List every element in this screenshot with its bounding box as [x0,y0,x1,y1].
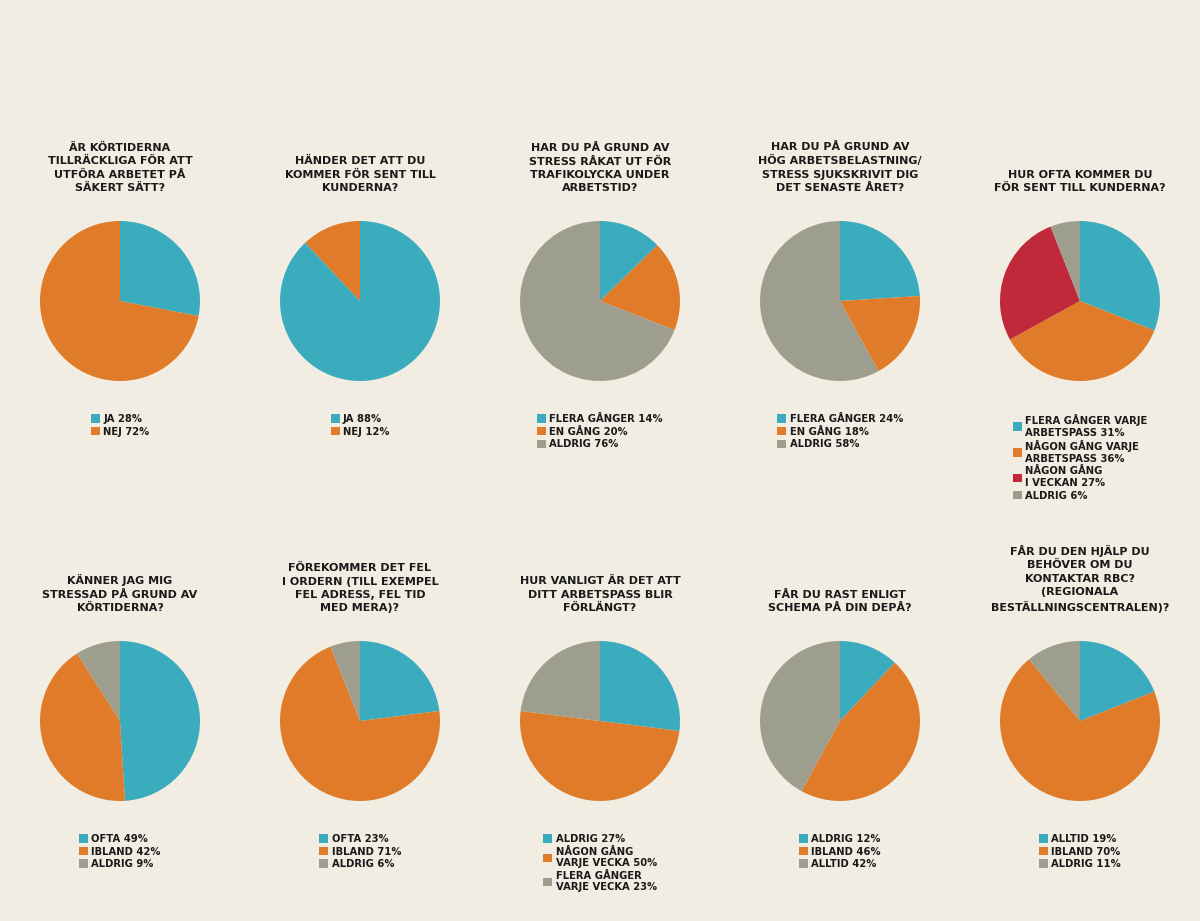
Text: ÄR KÖRTIDERNA
TILLRÄCKLIGA FÖR ATT
UTFÖRA ARBETET PÅ
SÄKERT SÄTT?: ÄR KÖRTIDERNA TILLRÄCKLIGA FÖR ATT UTFÖR… [48,143,192,193]
Wedge shape [305,221,360,301]
Wedge shape [1080,641,1154,721]
Text: HÄNDER DET ATT DU
KOMMER FÖR SENT TILL
KUNDERNA?: HÄNDER DET ATT DU KOMMER FÖR SENT TILL K… [284,157,436,193]
Wedge shape [120,641,200,801]
Legend: FLERA GÅNGER 14%, EN GÅNG 20%, ALDRIG 76%: FLERA GÅNGER 14%, EN GÅNG 20%, ALDRIG 76… [536,414,664,449]
Wedge shape [1030,641,1080,721]
Text: FÖREKOMMER DET FEL
I ORDERN (TILL EXEMPEL
FEL ADRESS, FEL TID
MED MERA)?: FÖREKOMMER DET FEL I ORDERN (TILL EXEMPE… [282,564,438,613]
Wedge shape [600,641,680,731]
Legend: FLERA GÅNGER VARJE
ARBETSPASS 31%, NÅGON GÅNG VARJE
ARBETSPASS 36%, NÅGON GÅNG
I: FLERA GÅNGER VARJE ARBETSPASS 31%, NÅGON… [1013,414,1147,500]
Wedge shape [840,641,895,721]
Legend: ALDRIG 27%, NÅGON GÅNG
VARJE VECKA 50%, FLERA GÅNGER
VARJE VECKA 23%: ALDRIG 27%, NÅGON GÅNG VARJE VECKA 50%, … [544,834,656,892]
Text: HUR VANLIGT ÄR DET ATT
DITT ARBETSPASS BLIR
FÖRLÄNGT?: HUR VANLIGT ÄR DET ATT DITT ARBETSPASS B… [520,577,680,613]
Wedge shape [1000,227,1080,340]
Wedge shape [280,647,440,801]
Text: HAR DU PÅ GRUND AV
STRESS RÅKAT UT FÖR
TRAFIKOLYCKA UNDER
ARBETSTID?: HAR DU PÅ GRUND AV STRESS RÅKAT UT FÖR T… [529,143,671,193]
Wedge shape [40,221,198,381]
Legend: ALDRIG 12%, IBLAND 46%, ALLTID 42%: ALDRIG 12%, IBLAND 46%, ALLTID 42% [799,834,881,869]
Wedge shape [77,641,120,721]
Legend: JA 88%, NEJ 12%: JA 88%, NEJ 12% [330,414,390,437]
Wedge shape [360,641,439,721]
Text: HAR DU PÅ GRUND AV
HÖG ARBETSBELASTNING/
STRESS SJUKSKRIVIT DIG
DET SENASTE ÅRET: HAR DU PÅ GRUND AV HÖG ARBETSBELASTNING/… [758,142,922,193]
Wedge shape [802,663,920,801]
Wedge shape [1050,221,1080,301]
Legend: FLERA GÅNGER 24%, EN GÅNG 18%, ALDRIG 58%: FLERA GÅNGER 24%, EN GÅNG 18%, ALDRIG 58… [778,414,902,449]
Wedge shape [1080,221,1160,331]
Wedge shape [600,221,658,301]
Wedge shape [40,654,125,801]
Legend: OFTA 49%, IBLAND 42%, ALDRIG 9%: OFTA 49%, IBLAND 42%, ALDRIG 9% [79,834,161,869]
Legend: JA 28%, NEJ 72%: JA 28%, NEJ 72% [91,414,149,437]
Wedge shape [840,296,920,371]
Wedge shape [520,221,674,381]
Wedge shape [120,221,200,316]
Wedge shape [760,221,878,381]
Wedge shape [1000,659,1160,801]
Wedge shape [760,641,840,791]
Wedge shape [521,641,600,721]
Text: FÅR DU DEN HJÄLP DU
BEHÖVER OM DU
KONTAKTAR RBC?
(REGIONALA
BESTÄLLNINGSCENTRALE: FÅR DU DEN HJÄLP DU BEHÖVER OM DU KONTAK… [991,545,1169,613]
Wedge shape [330,641,360,721]
Text: KÄNNER JAG MIG
STRESSAD PÅ GRUND AV
KÖRTIDERNA?: KÄNNER JAG MIG STRESSAD PÅ GRUND AV KÖRT… [42,575,198,613]
Wedge shape [600,245,680,330]
Wedge shape [280,221,440,381]
Wedge shape [1010,301,1154,381]
Text: FÅR DU RAST ENLIGT
SCHEMA PÅ DIN DEPÅ?: FÅR DU RAST ENLIGT SCHEMA PÅ DIN DEPÅ? [768,589,912,613]
Legend: ALLTID 19%, IBLAND 70%, ALDRIG 11%: ALLTID 19%, IBLAND 70%, ALDRIG 11% [1039,834,1121,869]
Legend: OFTA 23%, IBLAND 71%, ALDRIG 6%: OFTA 23%, IBLAND 71%, ALDRIG 6% [319,834,401,869]
Wedge shape [520,711,679,801]
Text: HUR OFTA KOMMER DU
FÖR SENT TILL KUNDERNA?: HUR OFTA KOMMER DU FÖR SENT TILL KUNDERN… [994,169,1166,193]
Wedge shape [840,221,920,301]
